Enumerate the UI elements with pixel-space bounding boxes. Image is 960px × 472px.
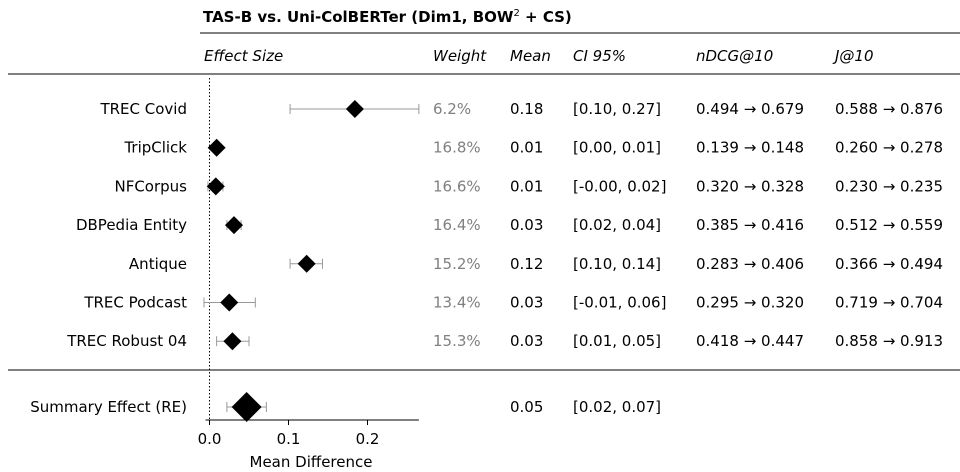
- x-tick-label: 0.2: [356, 430, 380, 448]
- summary-effect-marker: [231, 392, 262, 422]
- mean-value: 0.03: [510, 216, 543, 234]
- header-mean: Mean: [510, 47, 551, 65]
- ndcg-value: 0.418 → 0.447: [696, 332, 804, 350]
- header-weight: Weight: [433, 47, 487, 65]
- ci-value: [0.10, 0.27]: [573, 100, 661, 118]
- summary-mean-value: 0.05: [510, 398, 543, 416]
- x-axis-label: Mean Difference: [250, 453, 373, 471]
- study-row: TripClick 16.8% 0.01 [0.00, 0.01] 0.139 → 0.…: [123, 138, 943, 157]
- effect-marker: [297, 254, 316, 273]
- j-value: 0.260 → 0.278: [835, 139, 943, 157]
- study-row: TREC Podcast 13.4% 0.03 [-0.01, 0.06] 0.295 …: [83, 293, 943, 312]
- x-tick-label: 0.1: [277, 430, 301, 448]
- summary-row: Summary Effect (RE) 0.05 [0.02, 0.07]: [30, 392, 661, 422]
- effect-marker: [207, 138, 226, 157]
- header-ci: CI 95%: [573, 47, 626, 65]
- ci-value: [0.02, 0.04]: [573, 216, 661, 234]
- j-value: 0.230 → 0.235: [835, 177, 943, 195]
- study-rows: TREC Covid 6.2% 0.18 [0.10, 0.27] 0.494 → 0.…: [66, 100, 943, 351]
- study-row: TREC Covid 6.2% 0.18 [0.10, 0.27] 0.494 → 0.…: [99, 100, 943, 118]
- weight-value: 15.3%: [433, 332, 481, 350]
- ci-value: [0.10, 0.14]: [573, 255, 661, 273]
- header-j: J@10: [832, 47, 874, 65]
- mean-value: 0.03: [510, 294, 543, 312]
- summary-ci-value: [0.02, 0.07]: [573, 398, 661, 416]
- x-axis-ticks: 0.0 0.1 0.2: [198, 420, 380, 448]
- study-label: TREC Podcast: [83, 294, 187, 312]
- j-value: 0.366 → 0.494: [835, 255, 943, 273]
- header-effect-size: Effect Size: [204, 47, 283, 65]
- ndcg-value: 0.385 → 0.416: [696, 216, 804, 234]
- study-row: TREC Robust 04 15.3% 0.03 [0.01, 0.05] 0.418…: [66, 332, 943, 351]
- ci-value: [-0.00, 0.02]: [573, 177, 666, 195]
- study-row: NFCorpus 16.6% 0.01 [-0.00, 0.02] 0.320 → 0.…: [114, 177, 943, 196]
- ndcg-value: 0.139 → 0.148: [696, 139, 804, 157]
- weight-value: 16.4%: [433, 216, 481, 234]
- weight-value: 16.6%: [433, 177, 481, 195]
- study-label: TREC Covid: [99, 100, 187, 118]
- mean-value: 0.03: [510, 332, 543, 350]
- weight-value: 6.2%: [433, 100, 471, 118]
- study-row: DBPedia Entity 16.4% 0.03 [0.02, 0.04] 0.385…: [76, 216, 943, 235]
- effect-marker: [206, 177, 225, 196]
- j-value: 0.858 → 0.913: [835, 332, 943, 350]
- mean-value: 0.01: [510, 177, 543, 195]
- j-value: 0.512 → 0.559: [835, 216, 943, 234]
- study-label: TREC Robust 04: [66, 332, 187, 350]
- effect-marker: [220, 293, 239, 312]
- ndcg-value: 0.494 → 0.679: [696, 100, 804, 118]
- effect-marker: [345, 100, 364, 118]
- summary-label: Summary Effect (RE): [30, 398, 187, 416]
- weight-value: 16.8%: [433, 139, 481, 157]
- mean-value: 0.01: [510, 139, 543, 157]
- header-ndcg: nDCG@10: [696, 47, 773, 65]
- j-value: 0.719 → 0.704: [835, 294, 943, 312]
- ndcg-value: 0.283 → 0.406: [696, 255, 804, 273]
- ci-value: [0.00, 0.01]: [573, 139, 661, 157]
- effect-marker: [224, 216, 243, 235]
- ndcg-value: 0.295 → 0.320: [696, 294, 804, 312]
- x-tick-label: 0.0: [198, 430, 222, 448]
- j-value: 0.588 → 0.876: [835, 100, 943, 118]
- weight-value: 13.4%: [433, 294, 481, 312]
- ci-value: [0.01, 0.05]: [573, 332, 661, 350]
- ci-value: [-0.01, 0.06]: [573, 294, 666, 312]
- weight-value: 15.2%: [433, 255, 481, 273]
- study-label: Antique: [129, 255, 187, 273]
- study-label: NFCorpus: [114, 177, 187, 195]
- study-label: DBPedia Entity: [76, 216, 187, 234]
- study-row: Antique 15.2% 0.12 [0.10, 0.14] 0.283 → 0.40…: [129, 255, 943, 273]
- study-label: TripClick: [123, 139, 187, 157]
- ndcg-value: 0.320 → 0.328: [696, 177, 804, 195]
- mean-value: 0.12: [510, 255, 543, 273]
- mean-value: 0.18: [510, 100, 543, 118]
- chart-title: TAS-B vs. Uni-ColBERTer (Dim1, BOW2 + CS…: [203, 8, 572, 26]
- effect-marker: [223, 332, 242, 351]
